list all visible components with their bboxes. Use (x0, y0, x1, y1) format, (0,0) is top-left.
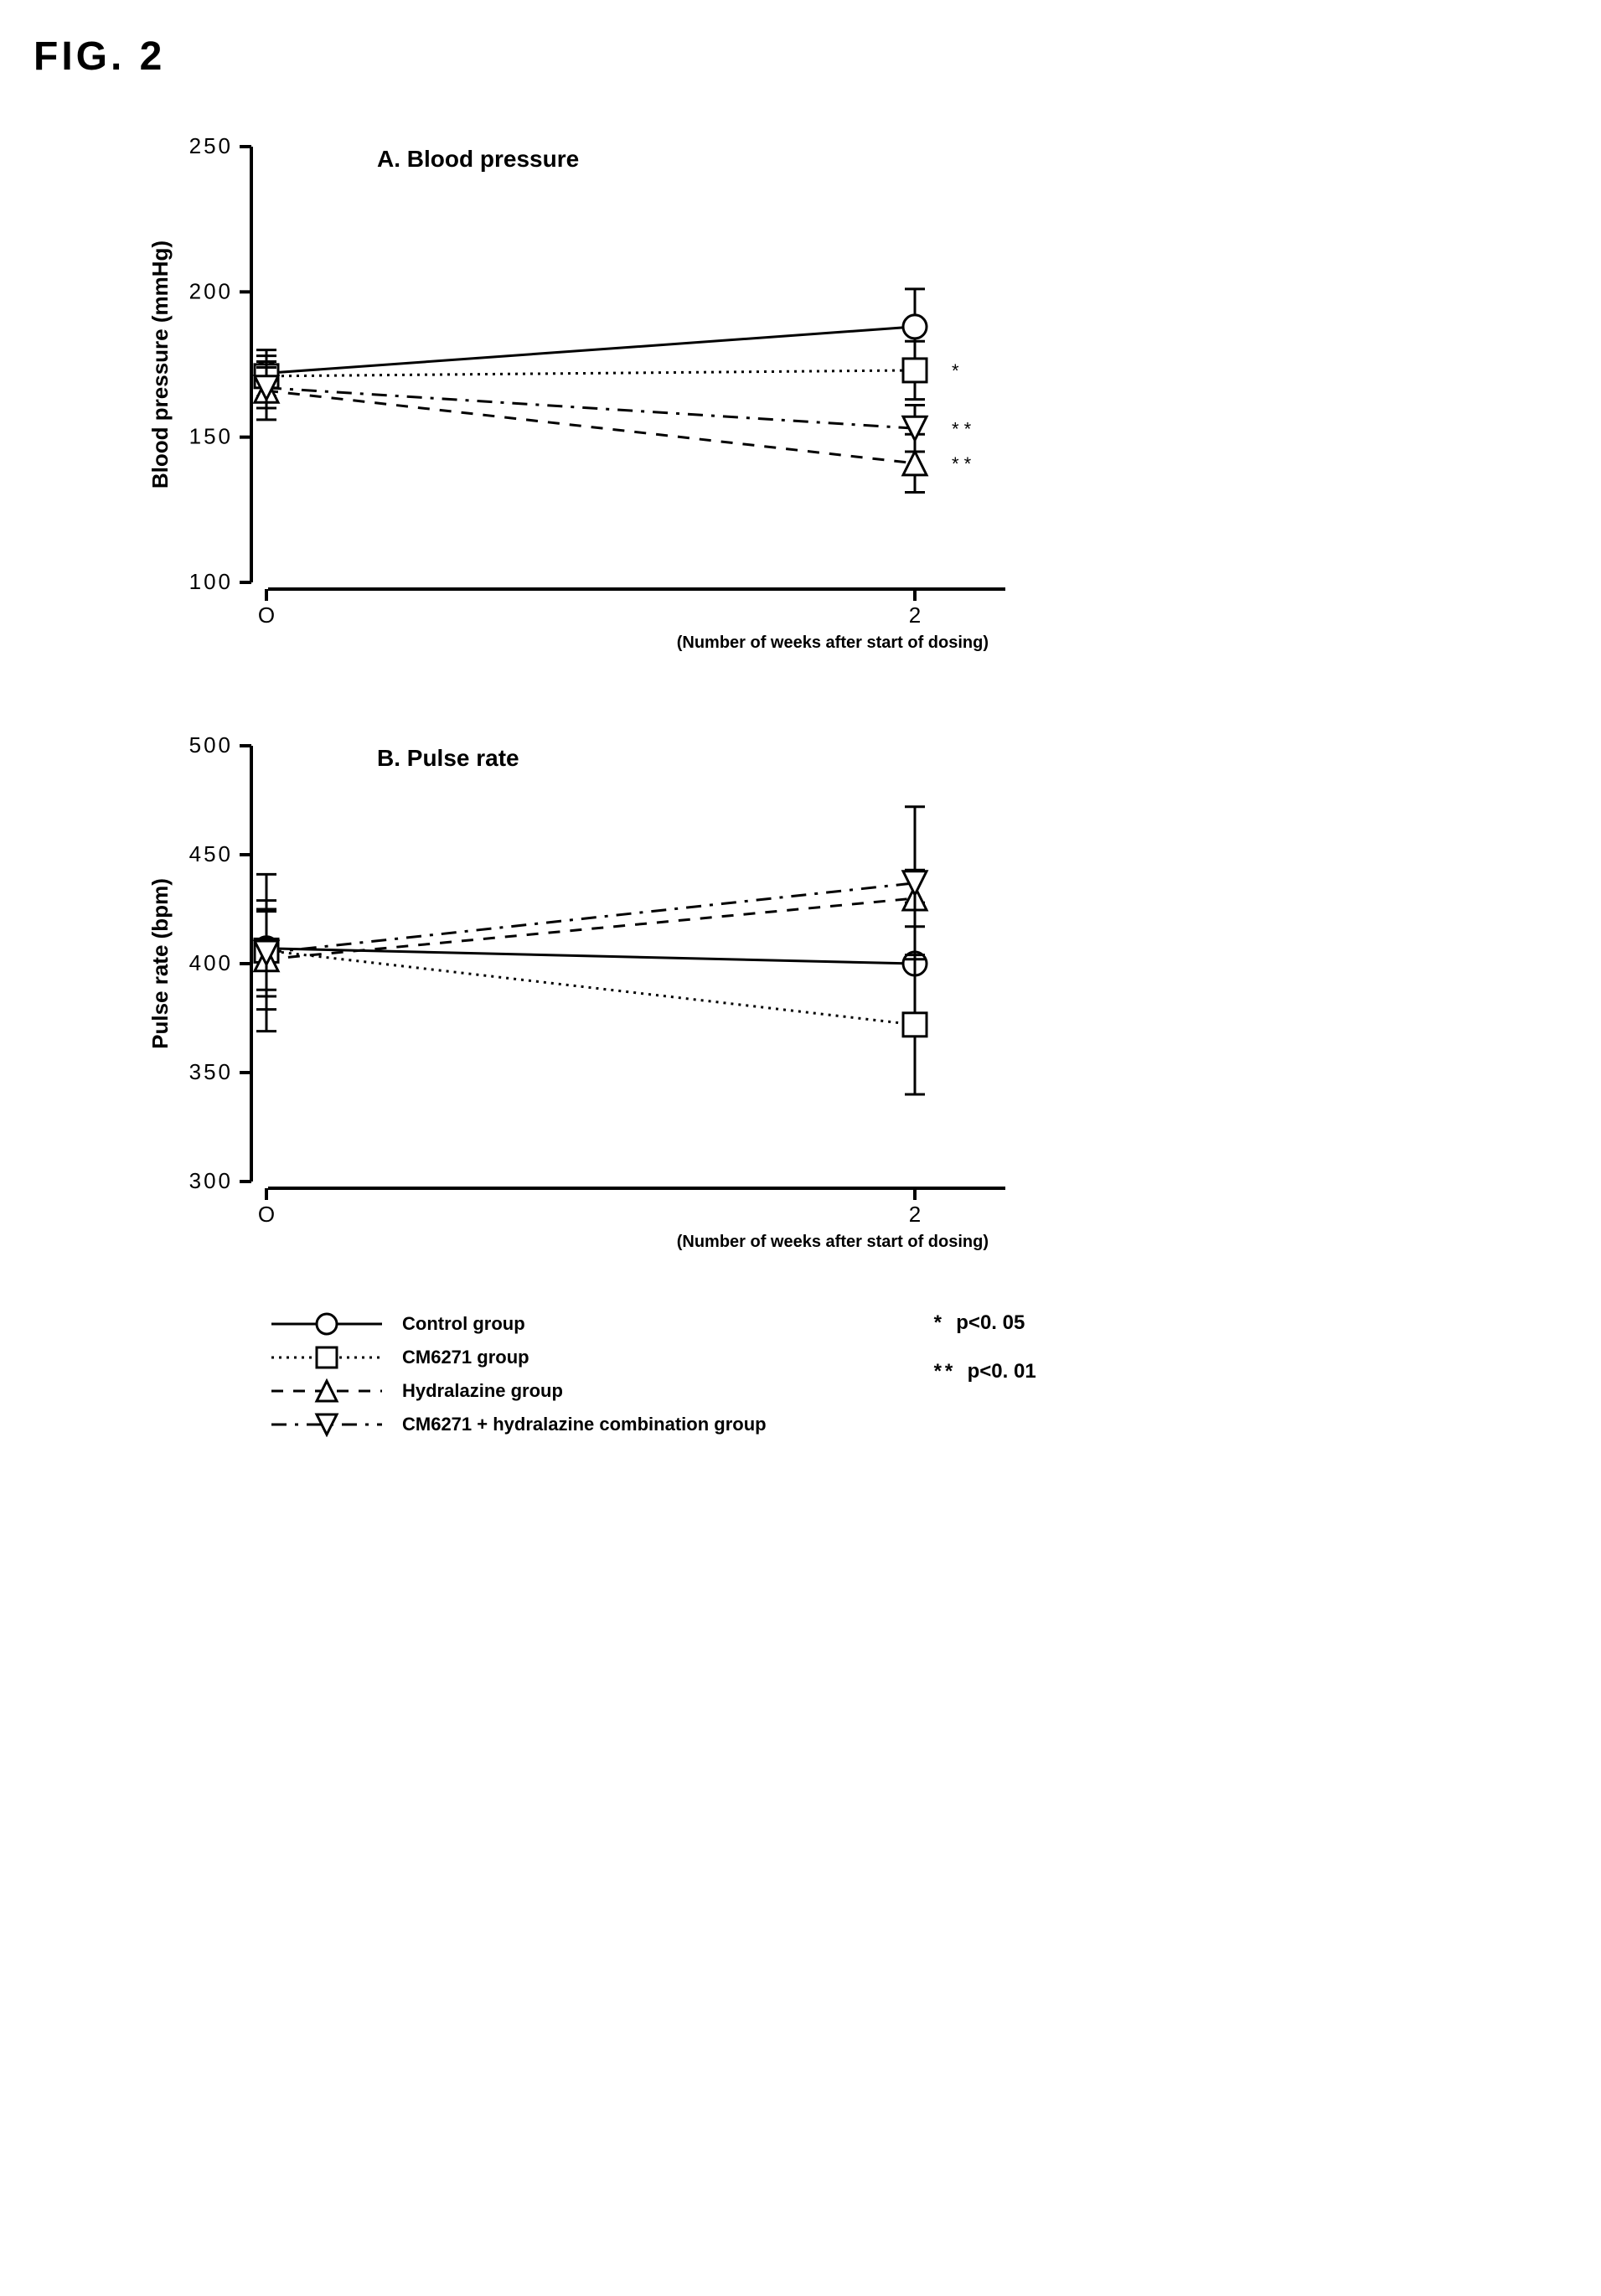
svg-text:500: 500 (189, 732, 233, 758)
legend-item: CM6271 + hydralazine combination group (268, 1412, 767, 1437)
significance-label: ** p<0. 01 (934, 1360, 1036, 1383)
svg-text:400: 400 (189, 950, 233, 975)
svg-text:250: 250 (189, 133, 233, 158)
legend-swatch (268, 1311, 385, 1337)
legend-item: Hydralazine group (268, 1378, 767, 1404)
chart-b-svg: 300 350 400 450 500 O 2 B. Pulse rate Pulse rate… (134, 712, 1056, 1282)
legend-item: Control group (268, 1311, 767, 1337)
figure-label: FIG. 2 (34, 34, 1567, 80)
legend-item: CM6271 group (268, 1345, 767, 1370)
legend-significance: * p<0. 05 ** p<0. 01 (934, 1311, 1036, 1437)
svg-text:2: 2 (909, 1202, 921, 1227)
chart-a-svg: 100 150 200 250 O 2 A. Blood pressure Blood pre… (134, 113, 1056, 683)
svg-text:* *: * * (952, 453, 972, 474)
legend-swatch (268, 1378, 385, 1404)
svg-text:200: 200 (189, 278, 233, 303)
svg-text:* *: * * (952, 418, 972, 439)
svg-text:B. Pulse rate: B. Pulse rate (377, 745, 519, 771)
svg-text:(Number of weeks after start o: (Number of weeks after start of dosing) (677, 1233, 989, 1251)
significance-label: * p<0. 05 (934, 1311, 1036, 1335)
legend-label: Hydralazine group (402, 1380, 563, 1402)
svg-text:O: O (258, 1202, 275, 1227)
svg-text:300: 300 (189, 1168, 233, 1193)
svg-text:Blood pressure (mmHg): Blood pressure (mmHg) (147, 240, 173, 489)
svg-text:O: O (258, 602, 275, 628)
legend-label: CM6271 + hydralazine combination group (402, 1414, 767, 1435)
svg-text:350: 350 (189, 1059, 233, 1084)
legend-swatch (268, 1345, 385, 1370)
svg-text:A. Blood pressure: A. Blood pressure (377, 146, 579, 172)
legend-label: Control group (402, 1313, 525, 1335)
legend-swatch (268, 1412, 385, 1437)
svg-text:100: 100 (189, 569, 233, 594)
legend: Control group CM6271 group Hydralazine g… (268, 1311, 1567, 1437)
svg-text:(Number of weeks after start o: (Number of weeks after start of dosing) (677, 633, 989, 652)
legend-series: Control group CM6271 group Hydralazine g… (268, 1311, 767, 1437)
svg-text:*: * (952, 360, 959, 381)
legend-label: CM6271 group (402, 1347, 529, 1368)
svg-text:Pulse rate (bpm): Pulse rate (bpm) (147, 878, 173, 1049)
svg-text:150: 150 (189, 424, 233, 449)
chart-a-container: 100 150 200 250 O 2 A. Blood pressure Blood pre… (134, 113, 1567, 687)
svg-text:2: 2 (909, 602, 921, 628)
chart-b-container: 300 350 400 450 500 O 2 B. Pulse rate Pulse rate… (134, 712, 1567, 1286)
svg-text:450: 450 (189, 841, 233, 866)
